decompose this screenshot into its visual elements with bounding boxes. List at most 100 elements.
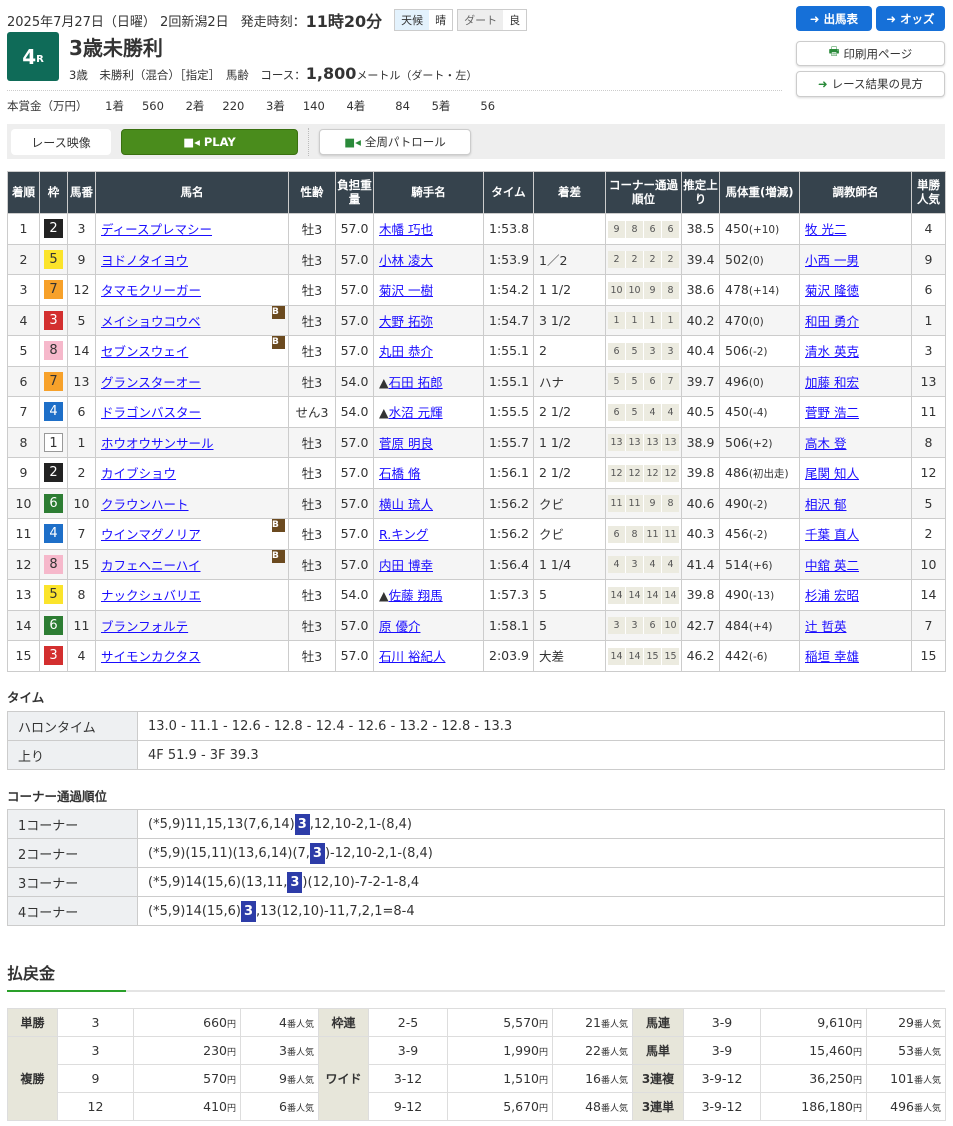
trainer-link[interactable]: 相沢 郁 (805, 496, 847, 512)
trainer-link[interactable]: 尾関 知人 (805, 466, 859, 482)
trainer-cell: 杉浦 宏昭 (799, 579, 912, 611)
body-weight: 506 (725, 434, 749, 450)
jockey-link[interactable]: 石橋 脩 (379, 466, 421, 482)
jockey-link[interactable]: 菊沢 一樹 (379, 283, 433, 299)
patrol-video-button[interactable]: ■◂ 全周パトロール (319, 129, 471, 155)
payout-amount: 1,990円 (447, 1036, 553, 1065)
trainer-link[interactable]: 中舘 英二 (805, 557, 859, 573)
body-weight: 450 (725, 404, 749, 420)
weight-change: (+2) (748, 437, 773, 450)
jockey-link[interactable]: 横山 琉人 (379, 496, 433, 512)
prize-place: 3着 (266, 99, 285, 113)
jockey-link[interactable]: 木幡 巧也 (379, 222, 433, 238)
bracket-number: 5 (44, 249, 63, 269)
margin: 2 1/2 (533, 457, 606, 489)
horse-number: 1 (67, 426, 96, 458)
trainer-link[interactable]: 高木 登 (805, 435, 847, 451)
horse-name-link[interactable]: メイショウコウベ (101, 313, 201, 329)
jockey-link[interactable]: 菅原 明良 (379, 435, 433, 451)
horse-number: 3 (67, 213, 96, 245)
horse-name-link[interactable]: ホウオウサンサール (101, 435, 214, 451)
trainer-link[interactable]: 小西 一男 (805, 252, 859, 268)
horse-name-link[interactable]: サイモンカクタス (101, 649, 201, 665)
trainer-link[interactable]: 加藤 和宏 (805, 374, 859, 390)
jockey-link[interactable]: 原 優介 (379, 618, 421, 634)
horse-name-link[interactable]: カイブショウ (101, 466, 177, 482)
horse-number: 11 (67, 609, 96, 641)
race-date: 2025年7月27日（日曜） (7, 14, 156, 30)
horse-name-cell: ウインマグノリア B (95, 518, 289, 550)
corner-positions-cell: 3 3 6 10 (605, 609, 682, 641)
column-header: 枠 (39, 171, 68, 214)
trainer-link[interactable]: 菅野 浩二 (805, 405, 859, 421)
odds-button[interactable]: ➜ オッズ (876, 6, 945, 31)
trainer-cell: 牧 光二 (799, 213, 912, 245)
trainer-link[interactable]: 辻 哲英 (805, 618, 847, 634)
horse-name-link[interactable]: ウインマグノリア (101, 527, 201, 543)
horse-name-link[interactable]: グランスターオー (101, 374, 201, 390)
jockey-link[interactable]: 水沼 元輝 (388, 405, 443, 421)
horse-name-link[interactable]: ブランフォルテ (101, 618, 189, 634)
amount: 1,990 (503, 1043, 539, 1058)
jockey-link[interactable]: 丸田 恭介 (379, 344, 433, 360)
corner-position: 14 (608, 647, 625, 665)
horse-name-link[interactable]: ナックシュバリエ (101, 588, 202, 604)
corner-position: 8 (626, 220, 643, 238)
jockey-link[interactable]: 佐藤 翔馬 (388, 588, 443, 604)
jockey-link[interactable]: R.キング (379, 527, 429, 543)
horse-name-link[interactable]: セブンスウェイ (101, 344, 189, 360)
entries-button[interactable]: ➜ 出馬表 (796, 6, 872, 31)
trainer-link[interactable]: 杉浦 宏昭 (805, 588, 859, 604)
trainer-link[interactable]: 千葉 直人 (805, 527, 859, 543)
body-weight: 478 (725, 282, 749, 298)
finish-time: 1:56.1 (483, 457, 534, 489)
horse-name-cell: ディースプレマシー (95, 213, 289, 245)
how-to-read-button[interactable]: ➜ レース結果の見方 (796, 71, 945, 97)
trainer-link[interactable]: 菊沢 隆徳 (805, 283, 859, 299)
corner-position: 10 (626, 281, 643, 299)
weight-change: (-4) (748, 407, 768, 420)
finish-position: 14 (7, 609, 40, 641)
prize-value: 84 (395, 99, 410, 113)
odds-label: オッズ (900, 11, 935, 26)
jockey-link[interactable]: 内田 博幸 (379, 557, 433, 573)
bet-type-sanrenpuku: 3連複 (632, 1064, 684, 1093)
video-camera-icon: ■◂ (183, 135, 200, 149)
jockey-link[interactable]: 石田 拓郎 (388, 374, 443, 390)
horse-name-link[interactable]: タマモクリーガー (101, 283, 202, 299)
table-row: 11 4 7 ウインマグノリア B 牡3 57.0 R.キング 1:56.2 クビ 6 8 11 11 40… (7, 518, 946, 550)
column-header: 騎手名 (373, 171, 484, 214)
jockey-link[interactable]: 小林 凌大 (379, 252, 433, 268)
column-header: 調教師名 (799, 171, 912, 214)
body-weight-cell: 442(-6) (719, 640, 800, 672)
horse-name-cell: セブンスウェイ B (95, 335, 289, 367)
print-page-button[interactable]: 🖶 印刷用ページ (796, 41, 945, 66)
sex-age: 牡3 (288, 213, 336, 245)
weight-change: (-6) (748, 651, 768, 664)
trainer-link[interactable]: 和田 勇介 (805, 313, 859, 329)
amount: 186,180 (801, 1099, 853, 1114)
horse-name-link[interactable]: カフェヘニーハイ (101, 557, 201, 573)
popularity-unit: 番人気 (600, 1076, 628, 1086)
payout-amount: 36,250円 (760, 1064, 867, 1093)
arrow-circle-icon: ➜ (886, 11, 897, 26)
jockey-link[interactable]: 石川 裕紀人 (379, 649, 446, 665)
body-weight: 470 (725, 312, 749, 328)
finish-time: 1:55.7 (483, 426, 534, 458)
finish-position: 4 (7, 304, 40, 336)
trainer-link[interactable]: 稲垣 幸雄 (805, 649, 859, 665)
trainer-link[interactable]: 清水 英克 (805, 344, 859, 360)
horse-name-cell: メイショウコウベ B (95, 304, 289, 336)
win-popularity: 5 (911, 487, 946, 519)
trainer-link[interactable]: 牧 光二 (805, 222, 847, 238)
corner-position: 6 (644, 617, 661, 635)
horse-name-link[interactable]: クラウンハート (101, 496, 189, 512)
play-button[interactable]: ■◂ PLAY (121, 129, 298, 155)
horse-name-link[interactable]: ドラゴンバスター (101, 405, 202, 421)
horse-name-link[interactable]: ディースプレマシー (101, 222, 213, 238)
trainer-cell: 相沢 郁 (799, 487, 912, 519)
jockey-cell: ▲水沼 元輝 (373, 396, 484, 428)
jockey-link[interactable]: 大野 拓弥 (379, 313, 433, 329)
body-weight: 506 (725, 343, 749, 359)
horse-name-link[interactable]: ヨドノタイヨウ (101, 252, 189, 268)
